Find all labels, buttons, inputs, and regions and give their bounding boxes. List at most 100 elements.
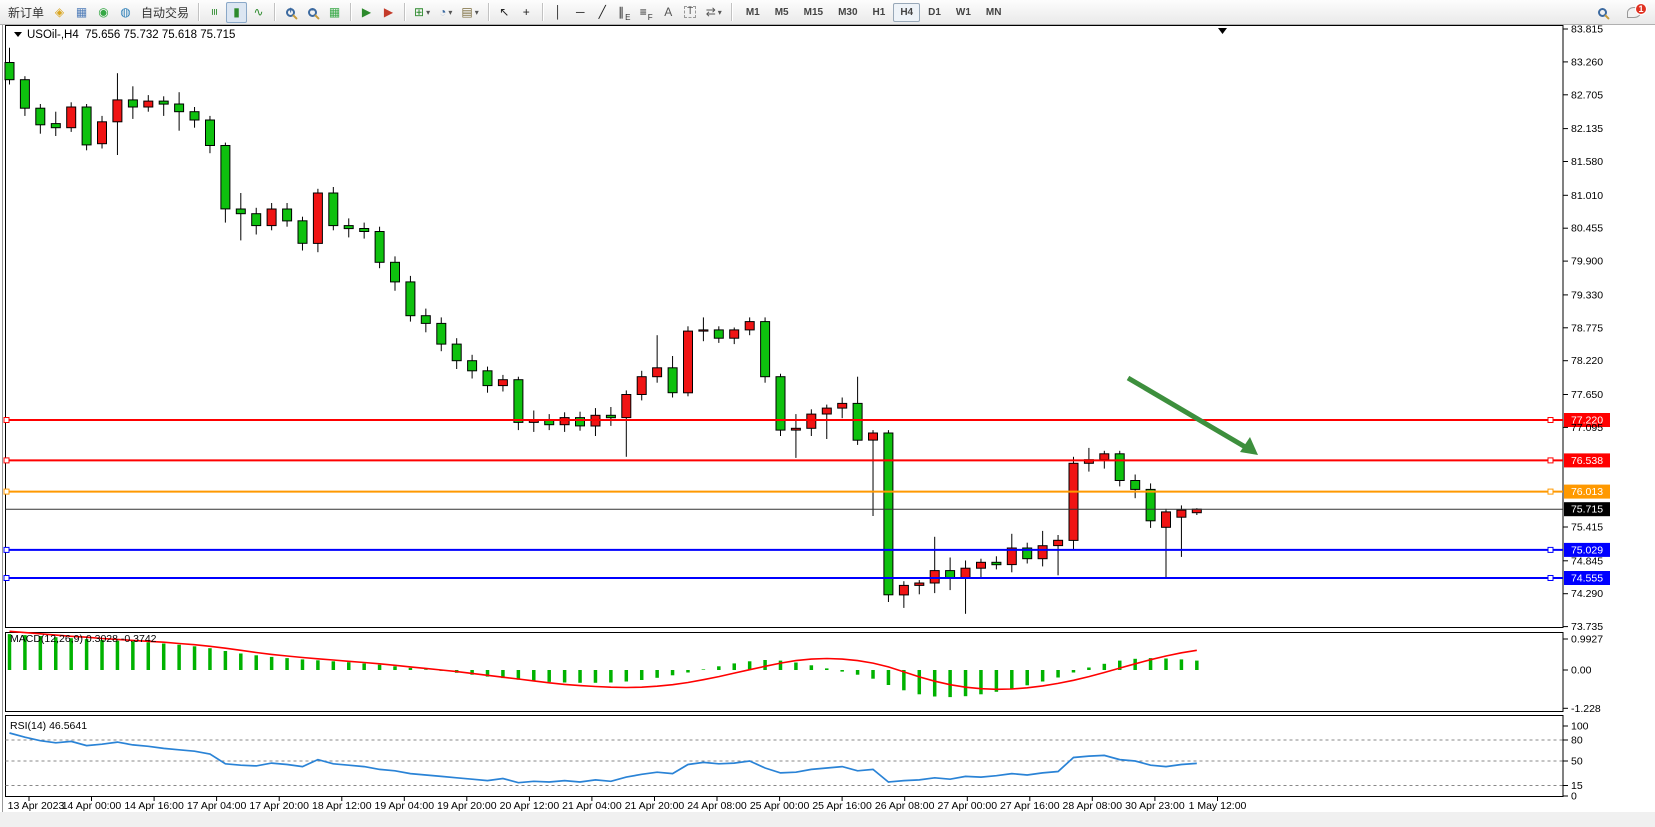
svg-text:20 Apr 12:00: 20 Apr 12:00 (500, 800, 560, 812)
bid-price-line: 75.715 (5, 502, 1610, 517)
line-chart-type-icon[interactable]: ∿ (248, 2, 269, 23)
timeframe-m1[interactable]: M1 (745, 6, 760, 18)
timeframe-h1[interactable]: H1 (872, 6, 886, 18)
svg-text:28 Apr 08:00: 28 Apr 08:00 (1063, 800, 1123, 812)
timeframe-m15[interactable]: M15 (803, 6, 824, 18)
hline-77.220[interactable]: 77.220 (3, 413, 1610, 427)
trendline-icon: ╱ (598, 5, 606, 19)
templates-icon[interactable]: ▤ ▾ (457, 2, 482, 23)
price-tag-74.555 (1564, 571, 1610, 585)
hline-75.029[interactable]: 75.029 (3, 542, 1610, 557)
toolbar-separator (350, 3, 352, 21)
arrows-icon: ⇄ (705, 5, 716, 19)
candles-layer (4, 47, 1202, 614)
horizontal-line-icon[interactable]: ─ (570, 2, 591, 23)
toolbar-separator (198, 3, 200, 21)
svg-text:14 Apr 00:00: 14 Apr 00:00 (62, 800, 122, 812)
indicators-icon[interactable]: ⊞ ▾ (410, 2, 434, 23)
svg-text:25 Apr 16:00: 25 Apr 16:00 (812, 800, 872, 812)
crosshair-icon: + (522, 5, 530, 19)
hline-76.538[interactable]: 76.538 (3, 453, 1610, 468)
svg-text:74.555: 74.555 (1571, 573, 1603, 585)
market-watch-icon: ◈ (54, 5, 65, 19)
dropdown-arrow-icon: ▾ (717, 7, 722, 17)
svg-text:14 Apr 16:00: 14 Apr 16:00 (124, 800, 184, 812)
svg-text:78.775: 78.775 (1571, 322, 1603, 334)
chart-window-icon[interactable]: ▦ (71, 2, 92, 23)
trendline-icon[interactable]: ╱ (592, 2, 613, 23)
bar-chart-type-icon[interactable]: ≡ (204, 2, 225, 23)
notifications-icon[interactable]: 1 (1623, 2, 1647, 23)
macd-panel[interactable] (5, 632, 1564, 712)
market-watch-icon[interactable]: ◈ (49, 2, 70, 23)
new-order-button[interactable]: 新订单 (8, 5, 45, 20)
vertical-line-icon[interactable]: │ (548, 2, 569, 23)
text-icon[interactable]: A (658, 2, 679, 23)
svg-text:77.095: 77.095 (1571, 422, 1603, 434)
timeframe-m5[interactable]: M5 (774, 6, 789, 18)
cursor-icon[interactable]: ↖ (494, 2, 515, 23)
price-tag-76.013 (1564, 484, 1610, 499)
hline-74.555[interactable]: 74.555 (3, 571, 1610, 585)
tile-windows-icon: ▦ (328, 5, 341, 19)
arrows-icon[interactable]: ⇄ ▾ (702, 2, 726, 23)
line-chart-type-icon: ∿ (253, 5, 264, 19)
zoom-out-icon[interactable]: − (302, 2, 323, 23)
tile-windows-icon[interactable]: ▦ (324, 2, 345, 23)
svg-text:80.455: 80.455 (1571, 223, 1603, 235)
zoom-in-icon: + (286, 4, 296, 17)
periods-icon[interactable]: ◔ ▾ (435, 2, 456, 23)
timeframe-d1[interactable]: D1 (928, 6, 941, 18)
rsi-label: RSI(14) 46.5641 (10, 720, 87, 732)
chart-shift-icon: ▶ (383, 5, 394, 19)
text-label-icon[interactable]: T (680, 2, 701, 23)
cursor-icon: ↖ (499, 5, 510, 19)
svg-text:1 May 12:00: 1 May 12:00 (1189, 800, 1247, 812)
svg-text:15: 15 (1571, 780, 1583, 792)
svg-text:18 Apr 12:00: 18 Apr 12:00 (312, 800, 372, 812)
symbol-dropdown-icon (14, 32, 22, 37)
svg-text:74.290: 74.290 (1571, 588, 1603, 600)
fibonacci-icon[interactable]: ≡ F (639, 5, 653, 22)
hline-76.013[interactable]: 76.013 (3, 484, 1610, 499)
toolbar-separator (274, 3, 276, 21)
timeframe-h4[interactable]: H4 (893, 2, 921, 22)
zoom-in-icon[interactable]: + (280, 2, 301, 23)
search-icon[interactable] (1592, 2, 1613, 23)
toolbar-separator (404, 3, 406, 21)
price-axis[interactable]: 83.815 83.260 82.705 82.135 81.580 81.010 80.4… (1563, 24, 1603, 634)
svg-text:27 Apr 16:00: 27 Apr 16:00 (1000, 800, 1060, 812)
signals-icon[interactable]: ◉ (93, 2, 114, 23)
svg-text:76.013: 76.013 (1571, 486, 1603, 498)
svg-text:75.029: 75.029 (1571, 544, 1603, 556)
svg-text:26 Apr 08:00: 26 Apr 08:00 (875, 800, 935, 812)
autotrading-globe-icon[interactable]: ◍ (115, 2, 136, 23)
svg-text:82.705: 82.705 (1571, 89, 1603, 101)
chart-shift-icon[interactable]: ▶ (378, 2, 399, 23)
timeframe-m30[interactable]: M30 (838, 6, 858, 18)
crosshair-icon[interactable]: + (516, 2, 537, 23)
trend-arrow-annotation[interactable] (1126, 375, 1258, 455)
status-strip (0, 812, 1655, 827)
rsi-panel[interactable] (5, 715, 1564, 797)
auto-scroll-icon[interactable]: ▶ (356, 2, 377, 23)
candlestick-type-icon[interactable]: ▮ (226, 1, 248, 23)
svg-text:13 Apr 2023: 13 Apr 2023 (8, 800, 65, 812)
svg-text:30 Apr 23:00: 30 Apr 23:00 (1125, 800, 1185, 812)
svg-text:19 Apr 20:00: 19 Apr 20:00 (437, 800, 497, 812)
main-price-panel[interactable] (5, 25, 1564, 628)
toolbar-separator (730, 3, 732, 21)
autotrading-button[interactable]: 自动交易 (141, 5, 190, 20)
timeframe-w1[interactable]: W1 (955, 6, 971, 18)
equidistant-channel-icon[interactable]: ∥ E (618, 5, 631, 22)
price-tag-75.029 (1564, 542, 1610, 557)
timeframe-mn[interactable]: MN (985, 6, 1002, 18)
horizontal-line-icon: ─ (575, 5, 585, 19)
chart-shift-marker[interactable] (1218, 28, 1227, 34)
dropdown-arrow-icon: ▾ (448, 7, 453, 17)
autotrading-globe-icon: ◍ (120, 5, 131, 19)
svg-text:80: 80 (1571, 735, 1583, 747)
svg-text:50: 50 (1571, 756, 1583, 768)
